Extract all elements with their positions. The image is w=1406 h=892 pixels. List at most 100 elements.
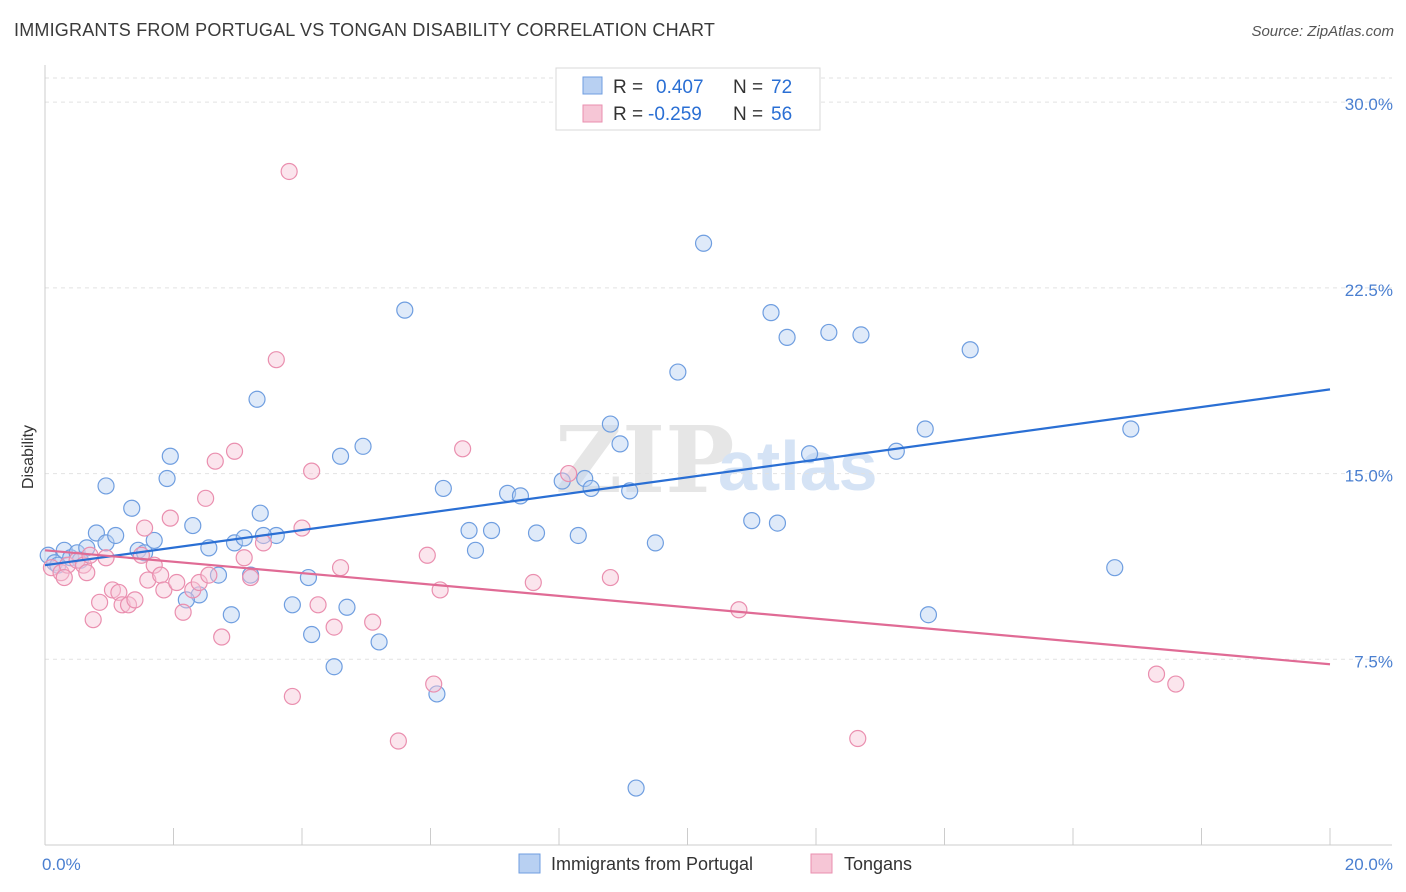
trend-line-tongans (44, 549, 1331, 666)
point-tongans-45 (418, 546, 436, 564)
point-tongans-13 (113, 596, 131, 614)
legend-n-value-portugal: 72 (771, 77, 792, 98)
point-portugal-32 (299, 568, 318, 587)
point-portugal-58 (694, 234, 713, 252)
point-portugal-18 (184, 516, 202, 535)
point-portugal-11 (97, 477, 115, 495)
bottom-legend-label-portugal: Immigrants from Portugal (551, 854, 753, 874)
point-tongans-31 (225, 442, 244, 460)
point-portugal-30 (248, 390, 266, 408)
legend: R = 0.407 N = 72 R = -0.259 N = 56 (555, 67, 821, 131)
point-portugal-47 (527, 524, 546, 542)
point-tongans-23 (168, 573, 186, 592)
point-tongans-48 (454, 440, 472, 458)
point-tongans-35 (267, 351, 285, 369)
legend-swatch-tongans (582, 104, 603, 123)
point-portugal-43 (466, 541, 485, 559)
point-tongans-44 (389, 732, 407, 750)
point-tongans-37 (283, 687, 301, 706)
point-portugal-69 (961, 341, 979, 359)
point-portugal-16 (161, 447, 179, 465)
point-portugal-17 (158, 469, 176, 488)
point-portugal-25 (251, 504, 269, 522)
point-tongans-7 (78, 564, 96, 582)
watermark: ZIP atlas (555, 406, 878, 514)
point-tongans-8 (84, 611, 102, 629)
point-tongans-38 (293, 519, 311, 537)
point-tongans-49 (524, 573, 542, 592)
watermark-atlas: atlas (718, 427, 878, 505)
x-tick-label-1: 20.0% (1345, 855, 1393, 874)
point-tongans-9 (91, 593, 109, 611)
point-portugal-52 (601, 415, 620, 433)
point-tongans-29 (206, 452, 224, 470)
point-tongans-36 (280, 162, 298, 181)
y-tick-label-0: 7.5% (1354, 652, 1393, 671)
point-portugal-49 (569, 526, 587, 545)
point-portugal-63 (800, 445, 819, 463)
point-tongans-28 (200, 566, 218, 584)
point-tongans-53 (849, 729, 867, 748)
legend-r-value-tongans: -0.259 (648, 104, 702, 125)
point-portugal-51 (582, 479, 600, 498)
legend-swatch-portugal (582, 76, 603, 95)
legend-r-label-tongans: R = (613, 104, 643, 125)
point-portugal-15 (145, 531, 163, 550)
point-portugal-57 (669, 363, 687, 381)
point-tongans-17 (135, 519, 154, 537)
axes (44, 65, 1392, 846)
point-tongans-50 (560, 464, 578, 483)
data-points (39, 162, 1185, 797)
point-portugal-71 (1122, 420, 1140, 438)
point-tongans-24 (174, 603, 192, 621)
point-portugal-38 (370, 633, 388, 651)
point-portugal-12 (123, 499, 141, 517)
source-label: Source: ZipAtlas.com (1251, 23, 1394, 40)
point-portugal-28 (222, 606, 240, 624)
point-portugal-42 (460, 521, 478, 540)
point-portugal-40 (428, 685, 446, 703)
y-tick-labels: 7.5% 15.0% 22.5% 30.0% (1345, 95, 1393, 671)
chart-title: IMMIGRANTS FROM PORTUGAL VS TONGAN DISAB… (14, 20, 716, 40)
point-tongans-21 (155, 581, 173, 599)
legend-r-value-portugal: 0.407 (656, 77, 704, 98)
point-portugal-68 (919, 606, 938, 624)
point-portugal-65 (852, 326, 870, 344)
point-portugal-64 (820, 323, 838, 342)
point-portugal-67 (916, 420, 934, 438)
point-tongans-43 (364, 613, 382, 631)
point-portugal-39 (396, 301, 414, 319)
point-portugal-36 (338, 598, 356, 616)
point-tongans-22 (161, 509, 179, 527)
point-tongans-32 (235, 549, 253, 567)
point-portugal-44 (482, 521, 501, 540)
point-tongans-15 (126, 591, 144, 609)
point-portugal-33 (303, 625, 321, 644)
point-portugal-53 (611, 435, 629, 453)
x-tick-labels: 0.0% 20.0% (42, 855, 1393, 874)
legend-n-label-portugal: N = (733, 77, 763, 98)
point-portugal-31 (283, 596, 301, 614)
point-portugal-37 (354, 437, 372, 455)
watermark-zip: ZIP (555, 406, 734, 514)
point-portugal-50 (576, 469, 594, 488)
point-tongans-33 (242, 568, 260, 587)
legend-n-value-tongans: 56 (771, 104, 792, 125)
point-portugal-60 (762, 304, 780, 322)
point-tongans-42 (331, 559, 350, 577)
point-portugal-62 (778, 328, 796, 346)
point-portugal-55 (627, 779, 645, 797)
point-tongans-30 (213, 628, 231, 646)
point-portugal-66 (887, 442, 905, 460)
legend-r-label-portugal: R = (613, 77, 643, 98)
point-portugal-56 (646, 534, 664, 552)
point-tongans-47 (425, 675, 443, 693)
point-tongans-20 (152, 566, 170, 584)
point-tongans-18 (139, 571, 157, 589)
x-tick-label-0: 0.0% (42, 855, 81, 874)
point-portugal-41 (434, 479, 452, 498)
y-tick-label-1: 15.0% (1345, 467, 1393, 486)
bottom-legend-swatch-portugal (518, 853, 541, 874)
point-portugal-61 (768, 514, 787, 532)
